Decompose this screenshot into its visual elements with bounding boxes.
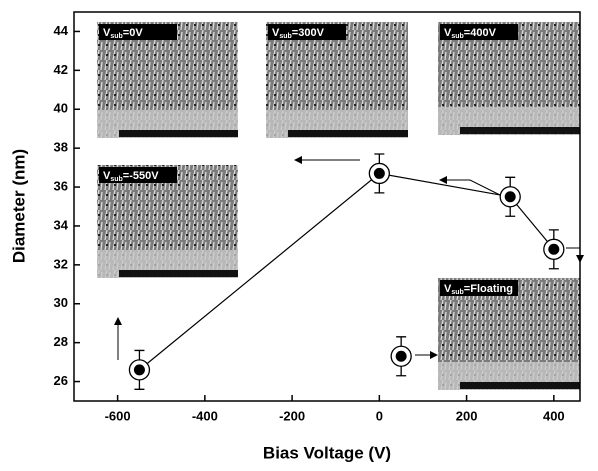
insets: Vsub=0V Vsub=300V Vsub=400VVsub=-550VVsub=… [97,22,580,390]
marker [504,191,516,203]
x-tick-label: 400 [543,408,565,423]
marker [395,350,407,362]
y-tick-label: 26 [54,373,68,388]
x-tick-label: 200 [456,408,478,423]
inset-label-part: =300V [292,27,325,39]
arrow [439,176,501,196]
inset-label-part: V [444,27,452,39]
inset-label-part: =0V [123,27,144,39]
inset-label-part: V [103,170,111,182]
inset-label-part: =400V [464,27,497,39]
inset-label-part: =Floating [464,283,513,295]
scale-bar [288,130,408,137]
inset-label-part: sub [279,33,291,40]
inset-label: Vsub=400V [444,27,497,40]
x-axis-label: Bias Voltage (V) [263,443,391,462]
inset-label-bg [440,24,518,40]
y-tick-label: 32 [54,256,68,271]
inset-label-part: sub [451,289,463,296]
y-tick-label: 36 [54,178,68,193]
marker [133,364,145,376]
x-tick-label: -400 [192,408,218,423]
inset-label: Vsub=-550V [103,170,159,183]
x-tick-label: 0 [376,408,383,423]
marker [548,243,560,255]
y-tick-label: 38 [54,140,68,155]
inset-label-part: sub [110,176,122,183]
inset-label-bg [440,280,518,296]
inset-label-part: V [444,283,452,295]
y-tick-label: 44 [54,23,69,38]
y-tick-label: 30 [54,295,68,310]
inset-label-part: sub [451,33,463,40]
inset-label-part: V [103,27,111,39]
y-tick-label: 34 [54,217,69,232]
arrow [566,247,584,263]
scale-bar [119,270,238,277]
inset-label-part: sub [110,33,122,40]
x-tick-label: -600 [105,408,131,423]
arrows [114,156,584,360]
y-tick-label: 40 [54,101,68,116]
inset-label: Vsub=Floating [444,283,513,296]
scale-bar [119,130,238,137]
inset-label-bg [268,24,346,40]
scale-bar [460,127,580,134]
inset-label-part: =-550V [123,170,159,182]
plot-frame [73,11,581,402]
y-axis-label: Diameter (nm) [9,149,28,263]
scale-bar [460,382,580,389]
inset-label: Vsub=300V [272,27,325,40]
y-tick-label: 42 [54,62,68,77]
x-tick-label: -200 [279,408,305,423]
y-tick-label: 28 [54,334,68,349]
inset-label-bg [99,24,177,40]
inset-label-bg [99,167,177,183]
line [139,172,555,371]
inset-label: Vsub=0V [103,27,143,40]
marker [373,167,385,179]
inset-label-part: V [272,27,280,39]
